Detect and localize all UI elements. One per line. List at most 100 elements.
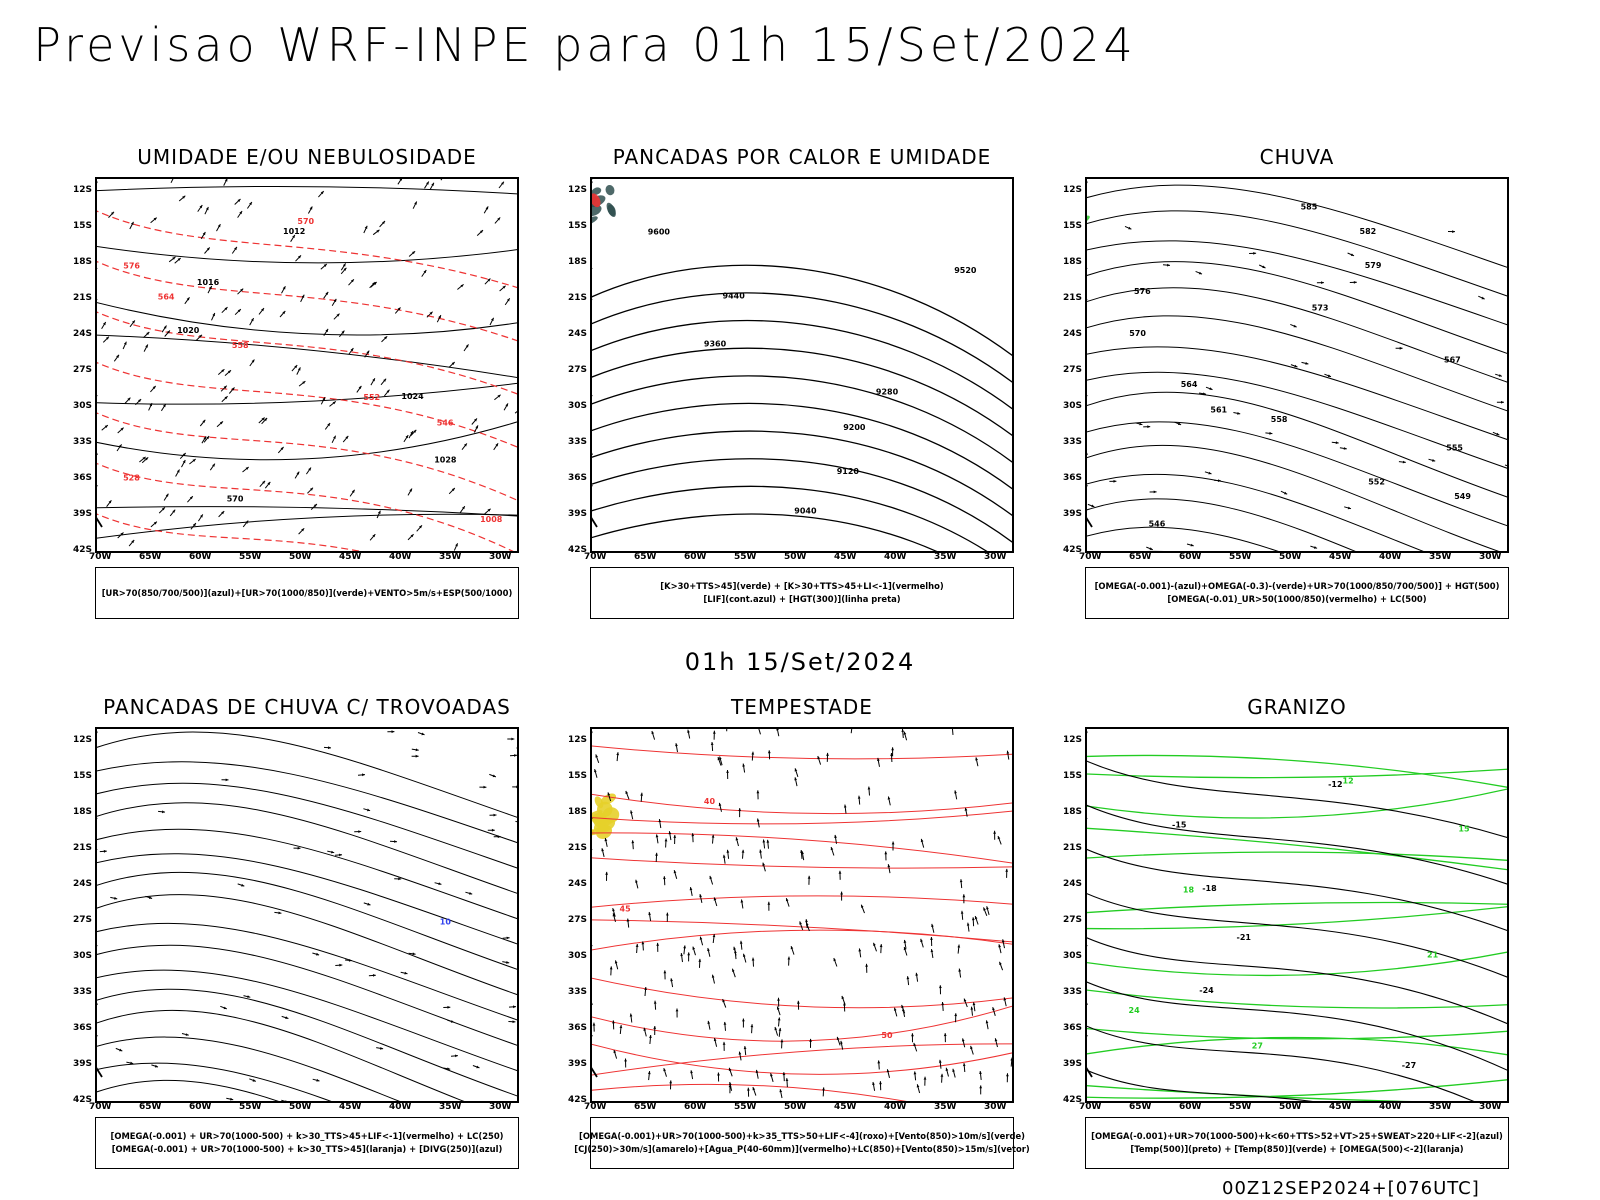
- wind-vector: [246, 201, 253, 209]
- hgt500-contour: [1087, 421, 1507, 527]
- wind-vector: [364, 350, 370, 358]
- wind850-vector: [964, 807, 968, 817]
- wind850-vector: [630, 810, 634, 820]
- wind850-vector: [707, 947, 711, 957]
- legend-line: [OMEGA(-0.001) + UR>70(1000-500) + k>30_…: [110, 1131, 504, 1141]
- thickness-label: 546: [437, 419, 454, 428]
- wind-vector: [381, 335, 388, 343]
- wind-vector: [129, 320, 136, 328]
- wind850-vector: [817, 755, 822, 765]
- streamline-arrow: [389, 840, 398, 843]
- streamline-arrow: [1143, 425, 1151, 429]
- precipitable-water-contour: [592, 919, 1012, 943]
- wind850-vector: [776, 729, 780, 737]
- longitude-tick-label: 55W: [239, 1102, 262, 1112]
- instability-green-region: [592, 187, 602, 195]
- wind-vector: [331, 298, 337, 306]
- wind850-vector: [941, 1001, 945, 1011]
- longitude-tick-label: 65W: [139, 1102, 162, 1112]
- wind850-vector: [631, 840, 635, 850]
- wind850-vector: [635, 879, 639, 889]
- wind850-vector: [962, 894, 966, 904]
- longitude-tick-label: 70W: [584, 1102, 607, 1112]
- legend-line: [OMEGA(-0.001)+UR>70(1000-500)+k>35_TTS>…: [579, 1131, 1025, 1141]
- streamline-arrow: [487, 828, 495, 832]
- wind850-vector: [624, 1058, 627, 1068]
- wind850-vector: [651, 730, 656, 740]
- streamline-arrow: [1504, 464, 1507, 467]
- wind-vector: [323, 291, 329, 299]
- streamline-arrow: [312, 952, 320, 956]
- wind-vector: [258, 417, 265, 424]
- lc250-streamline: [97, 853, 517, 945]
- map-svg: -12 -15 -18 -21 -24 -27 12 15 18 21 24 27: [1087, 731, 1507, 1101]
- country-border: [97, 1035, 103, 1078]
- temp850-label: 21: [1427, 950, 1439, 959]
- wind-vector: [249, 359, 255, 367]
- longitude-tick-label: 45W: [834, 1102, 857, 1112]
- latitude-tick-label: 39S: [1063, 1059, 1083, 1069]
- pressure-isobar: [97, 421, 517, 461]
- thickness-label: 564: [158, 293, 175, 302]
- wind850-vector: [826, 752, 829, 762]
- thickness-contour: [97, 311, 517, 395]
- latitude-tick-label: 30S: [73, 401, 93, 411]
- country-border: [97, 485, 103, 528]
- wind850-vector: [712, 934, 716, 944]
- wind-vector: [143, 344, 149, 352]
- wind850-vector: [711, 974, 715, 984]
- streamline-arrow: [512, 785, 517, 789]
- streamline-arrow: [221, 778, 229, 782]
- streamline-arrow: [1310, 545, 1318, 549]
- streamline-arrow: [1233, 412, 1241, 415]
- streamline-arrow: [158, 810, 166, 814]
- longitude-tick-label: 40W: [1379, 552, 1402, 562]
- isobar-label: 570: [227, 494, 244, 503]
- longitude-tick-label: 55W: [1229, 552, 1252, 562]
- wind850-vector: [717, 756, 722, 766]
- wind850-vector: [879, 1081, 882, 1091]
- wind850-vector: [699, 893, 703, 904]
- streamline-arrow: [1204, 471, 1212, 475]
- panel-tempestade: TEMPESTADE 40 45 50 12S 15S 18S 21S 24S 27S 30S 33S…: [568, 695, 1030, 1171]
- latitude-tick-label: 21S: [73, 843, 93, 853]
- wind-vector: [307, 487, 314, 494]
- wind850-vector: [891, 747, 894, 757]
- thickness-contour: [97, 412, 517, 501]
- wind-vector: [221, 395, 228, 403]
- wind850-vector: [974, 915, 979, 925]
- hgt500-label: 579: [1365, 261, 1382, 270]
- longitude-tick-label: 55W: [1229, 1102, 1252, 1112]
- wind850-vector: [998, 944, 1002, 954]
- wind850-vector: [970, 1045, 974, 1055]
- wind850-vector: [887, 796, 891, 806]
- temp850-contour: [1087, 754, 1507, 788]
- latitude-tick-label: 15S: [1063, 771, 1083, 781]
- wind850-vector: [979, 1085, 983, 1095]
- wind-vector: [178, 195, 186, 202]
- panel-legend: [OMEGA(-0.001)+UR>70(1000-500)+k<60+TTS>…: [1085, 1117, 1509, 1169]
- wind850-vector: [723, 1021, 727, 1031]
- longitude-tick-label: 30W: [984, 1102, 1007, 1112]
- wind850-vector: [999, 961, 1004, 971]
- longitude-tick-label: 70W: [1079, 1102, 1102, 1112]
- streamline-arrow: [1478, 295, 1485, 300]
- wind850-vector: [954, 1013, 958, 1023]
- longitude-tick-label: 45W: [339, 1102, 362, 1112]
- lc250-streamline: [97, 782, 517, 869]
- wind-vector: [164, 330, 171, 337]
- streamline-arrow: [151, 1064, 159, 1068]
- wind850-vector: [1006, 1073, 1009, 1083]
- wind850-vector: [843, 1002, 846, 1012]
- longitude-tick-label: 30W: [1479, 1102, 1502, 1112]
- streamline-arrow: [1316, 281, 1324, 284]
- latitude-tick-label: 30S: [73, 951, 93, 961]
- hgt500-contour: [1087, 346, 1507, 440]
- wind-vector: [290, 234, 296, 242]
- streamline-arrow: [1347, 252, 1355, 257]
- latitude-tick-label: 18S: [568, 807, 588, 817]
- streamline-arrow: [493, 835, 501, 839]
- wind-vector: [150, 217, 158, 224]
- wind850-vector: [609, 966, 613, 976]
- wind850-vector: [731, 968, 736, 978]
